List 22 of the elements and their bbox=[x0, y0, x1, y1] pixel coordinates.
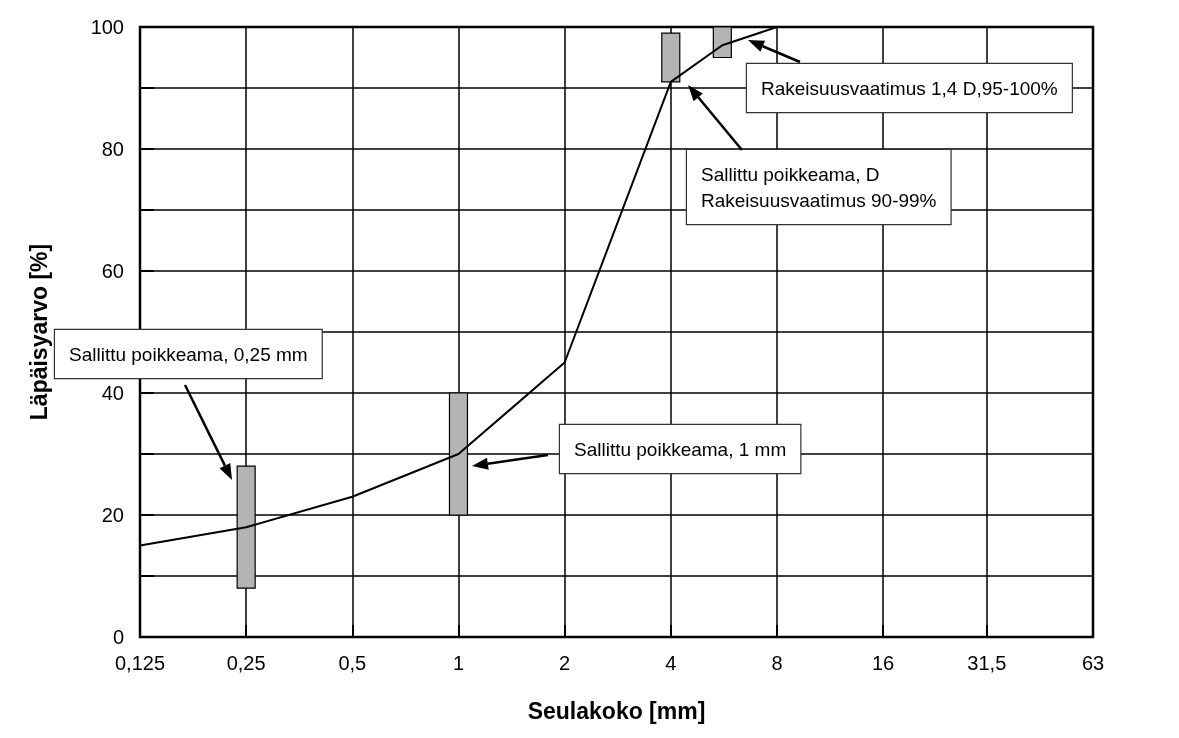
x-tick-label: 0,25 bbox=[226, 652, 266, 674]
y-tick-label: 60 bbox=[101, 260, 124, 282]
y-axis-title: Läpäisyarvo [%] bbox=[25, 243, 52, 421]
x-tick-label: 0,5 bbox=[338, 652, 367, 674]
y-tick-label: 0 bbox=[112, 626, 124, 648]
x-tick-label: 8 bbox=[771, 652, 783, 674]
y-tick-label: 20 bbox=[101, 504, 124, 526]
x-tick-label: 63 bbox=[1081, 652, 1105, 674]
annotation: Sallittu poikkeama, 0,25 mm bbox=[69, 343, 308, 365]
annotation: Sallittu poikkeama, D Rakeisuusvaatimus 90-99% bbox=[701, 163, 937, 211]
y-tick-label: 80 bbox=[101, 138, 124, 160]
x-axis-title: Seulakoko [mm] bbox=[527, 697, 706, 724]
x-tick-label: 16 bbox=[871, 652, 895, 674]
x-tick-label: 4 bbox=[665, 652, 677, 674]
x-tick-label: 31,5 bbox=[967, 652, 1007, 674]
y-tick-label: 100 bbox=[90, 16, 124, 38]
x-tick-label: 0,125 bbox=[114, 652, 166, 674]
annotation: Sallittu poikkeama, 1 mm bbox=[574, 438, 787, 460]
annotation: Rakeisuusvaatimus 1,4 D,95-100% bbox=[761, 77, 1058, 99]
x-tick-label: 1 bbox=[452, 652, 465, 674]
x-tick-label: 2 bbox=[559, 652, 571, 674]
y-tick-label: 40 bbox=[101, 382, 124, 404]
